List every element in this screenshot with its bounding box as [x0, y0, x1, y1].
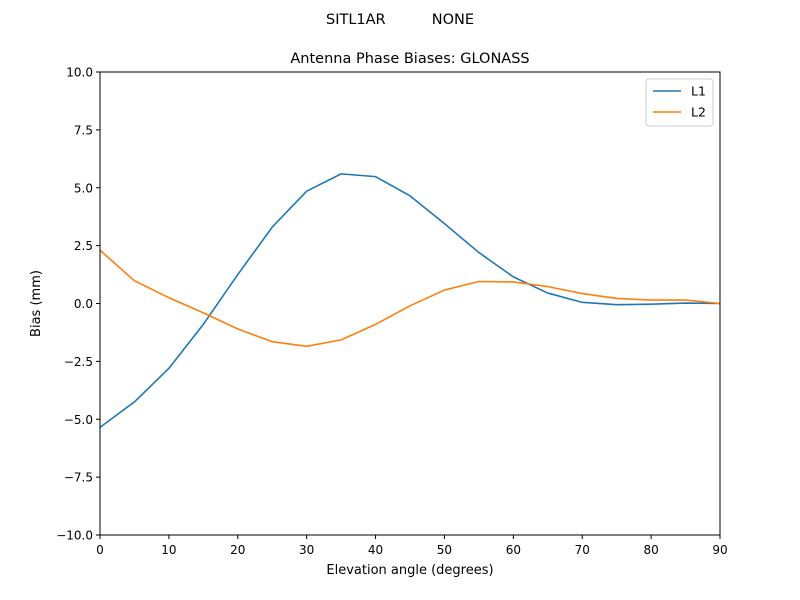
chart-title: Antenna Phase Biases: GLONASS	[290, 51, 529, 67]
x-tick-label: 60	[506, 543, 521, 557]
y-tick-label: 0.0	[74, 297, 93, 311]
legend-label-l1: L1	[691, 84, 706, 99]
y-tick-label: −7.5	[64, 471, 93, 485]
legend-label-l2: L2	[691, 105, 706, 120]
y-tick-label: 10.0	[66, 66, 93, 80]
x-axis-label: Elevation angle (degrees)	[326, 563, 493, 578]
x-axis: 0 10 20 30 40 50 60 70 80 90	[96, 535, 728, 557]
y-tick-label: 5.0	[74, 181, 93, 195]
y-axis: −10.0 −7.5 −5.0 −2.5 0.0 2.5 5.0 7.5 10.0	[56, 66, 100, 543]
x-tick-label: 10	[161, 543, 176, 557]
x-tick-label: 40	[368, 543, 383, 557]
x-tick-label: 30	[299, 543, 314, 557]
y-axis-label: Bias (mm)	[29, 270, 44, 337]
series-layer	[99, 173, 721, 428]
y-tick-label: 2.5	[74, 239, 93, 253]
y-tick-label: −10.0	[56, 529, 93, 543]
x-tick-label: 80	[643, 543, 658, 557]
plot-area-background	[100, 72, 720, 535]
y-tick-label: −2.5	[64, 355, 93, 369]
series-line-l1	[99, 173, 721, 428]
x-tick-label: 70	[575, 543, 590, 557]
x-tick-label: 0	[96, 543, 104, 557]
y-tick-label: 7.5	[74, 123, 93, 137]
x-tick-label: 50	[437, 543, 452, 557]
figure-suptitle: SITL1AR NONE	[326, 12, 474, 28]
y-tick-label: −5.0	[64, 413, 93, 427]
series-line-l2	[99, 249, 721, 348]
x-tick-label: 90	[712, 543, 727, 557]
plot-area-frame	[99, 71, 721, 536]
x-tick-label: 20	[230, 543, 245, 557]
